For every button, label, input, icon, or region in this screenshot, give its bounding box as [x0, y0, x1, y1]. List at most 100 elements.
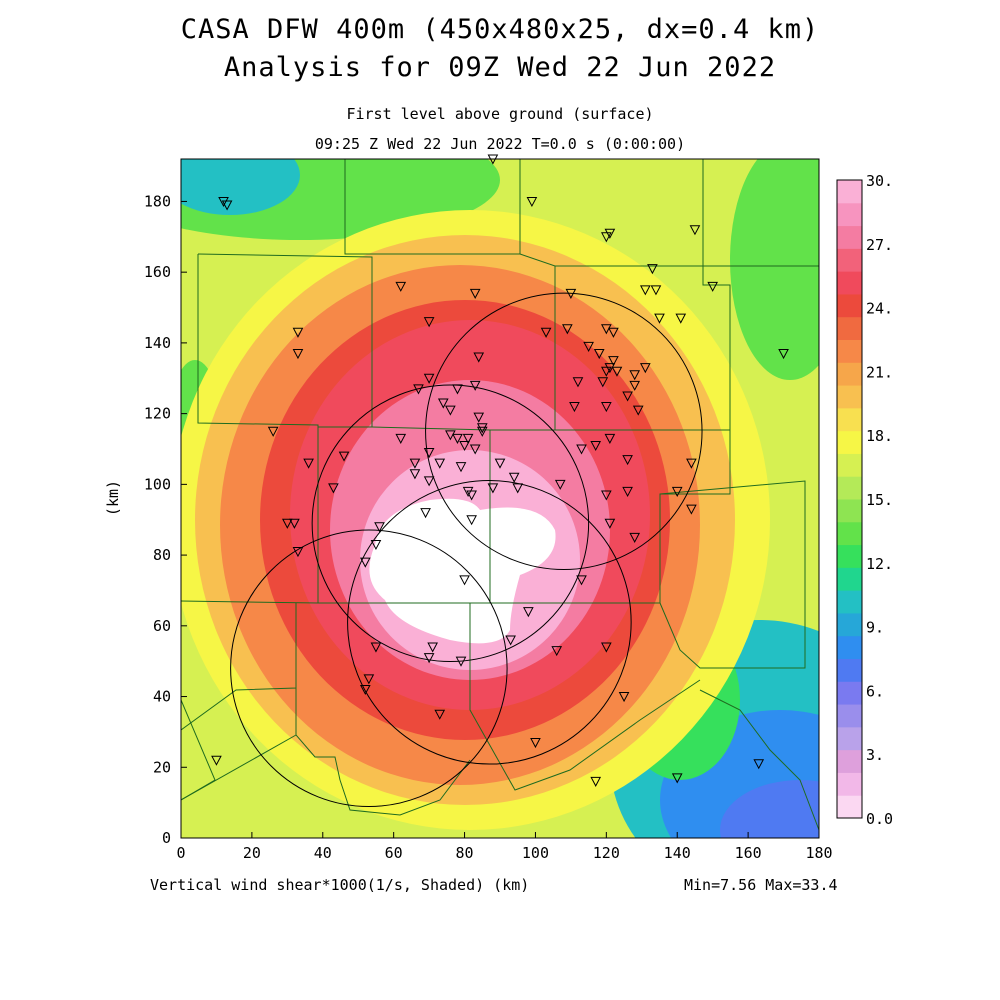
station-triangle-icon — [370, 642, 382, 653]
station-triangle-icon — [686, 458, 697, 469]
station-triangle-icon — [494, 458, 506, 469]
radar-ring — [425, 292, 703, 571]
colorbar-swatch — [837, 430, 862, 454]
y-tick-label: 100 — [144, 475, 171, 493]
radar-ring — [311, 384, 590, 662]
y-axis-label: (km) — [104, 480, 122, 516]
station-triangle-icon — [629, 532, 641, 543]
field-southeast-deepblue — [720, 780, 819, 838]
colorbar-swatch — [837, 726, 862, 751]
station-triangle-icon — [423, 373, 435, 384]
plot-frame — [180, 158, 820, 839]
station-triangle-icon — [601, 402, 612, 413]
station-triangle-icon — [359, 684, 371, 696]
station-triangle-icon — [601, 232, 612, 243]
y-tick-label: 40 — [153, 688, 171, 706]
station-triangle-icon — [512, 483, 524, 494]
colorbar-label: 27. — [866, 236, 893, 254]
station-triangle-icon — [459, 440, 470, 452]
radar-ring — [230, 529, 508, 807]
station-triangle-icon — [590, 440, 602, 452]
station-triangle-icon — [593, 349, 605, 360]
station-triangle-icon — [576, 444, 587, 455]
station-triangle-icon — [632, 405, 644, 416]
y-tick-label: 160 — [144, 263, 171, 281]
station-triangle-icon — [778, 349, 789, 360]
field-northwest-cyan — [181, 159, 300, 215]
station-triangle-icon — [427, 642, 438, 653]
station-triangle-icon — [611, 366, 623, 377]
station-triangle-icon — [420, 508, 431, 519]
station-triangle-icon — [289, 518, 300, 529]
field-caption: Vertical wind shear*1000(1/s, Shaded) (k… — [150, 876, 530, 894]
station-triangle-icon — [576, 575, 587, 586]
station-triangle-icon — [282, 518, 293, 529]
colorbar-swatch — [837, 704, 862, 728]
station-triangle-icon — [267, 426, 279, 437]
colorbar-swatch — [837, 180, 862, 204]
colorbar-label: 3. — [866, 746, 884, 764]
station-triangle-icon — [608, 356, 619, 367]
station-triangle-icon — [554, 479, 566, 490]
shear-field — [181, 159, 819, 838]
colorbar-swatch — [837, 339, 862, 363]
station-triangle-icon — [370, 539, 382, 551]
station-triangle-icon — [618, 692, 630, 703]
station-triangle-icon — [413, 384, 424, 395]
station-triangle-icon — [328, 483, 339, 494]
station-triangle-icon — [639, 285, 651, 296]
colorbar-swatch — [837, 248, 862, 272]
station-triangle-icon — [590, 776, 602, 787]
station-triangle-icon — [292, 349, 304, 360]
station-triangle-icon — [622, 391, 633, 402]
station-triangle-icon — [455, 656, 467, 667]
colorbar-swatch — [837, 612, 862, 637]
y-tick-label: 180 — [144, 192, 171, 210]
station-triangle-icon — [604, 363, 616, 374]
station-triangle-icon — [629, 380, 641, 391]
station-triangle-icon — [647, 264, 658, 275]
colorbar-swatch — [837, 385, 862, 409]
x-tick-label: 0 — [176, 844, 185, 862]
colorbar-swatch — [837, 499, 862, 523]
station-triangle-icon — [423, 476, 435, 487]
y-axis: 0 20 40 60 80 100 120 140 160 180 — [144, 192, 187, 847]
station-triangle-icon — [562, 324, 573, 335]
colorbar-swatch — [837, 681, 862, 705]
x-tick-label: 20 — [243, 844, 261, 862]
radar-range-rings — [230, 292, 703, 807]
station-triangle-icon — [338, 451, 350, 462]
colorbar-swatch — [837, 202, 862, 227]
station-triangle-icon — [650, 285, 662, 296]
station-triangle-icon — [508, 472, 520, 483]
x-tick-label: 120 — [593, 844, 620, 862]
plot-title: CASA DFW 400m (450x480x25, dx=0.4 km) — [180, 14, 820, 45]
x-tick-label: 180 — [805, 844, 832, 862]
station-triangle-icon — [629, 370, 641, 381]
station-triangle-icon — [675, 313, 687, 324]
station-triangle-icon — [565, 288, 577, 299]
station-triangle-icon — [622, 455, 633, 466]
station-triangle-icon — [526, 196, 538, 208]
colorbar-frame — [836, 179, 863, 819]
station-triangle-icon — [583, 341, 594, 353]
station-triangle-icon — [540, 327, 552, 338]
colorbar-swatch — [837, 316, 862, 340]
x-tick-label: 40 — [314, 844, 332, 862]
station-triangle-icon — [601, 324, 612, 335]
station-triangle-icon — [445, 405, 456, 416]
station-triangle-icon — [374, 522, 385, 533]
station-triangle-icon — [445, 430, 456, 441]
station-triangle-icon — [292, 547, 304, 558]
station-triangle-icon — [476, 423, 488, 434]
station-triangle-icon — [654, 313, 665, 324]
field-east-green — [730, 159, 819, 380]
station-triangle-icon — [476, 426, 488, 437]
colorbar-swatch — [837, 658, 862, 682]
colorbar-label: 24. — [866, 300, 893, 318]
station-triangle-icon — [604, 518, 616, 529]
analysis-time-title: Analysis for 09Z Wed 22 Jun 2022 — [223, 52, 777, 83]
station-triangle-icon — [455, 462, 467, 473]
station-triangle-icon — [434, 458, 446, 469]
